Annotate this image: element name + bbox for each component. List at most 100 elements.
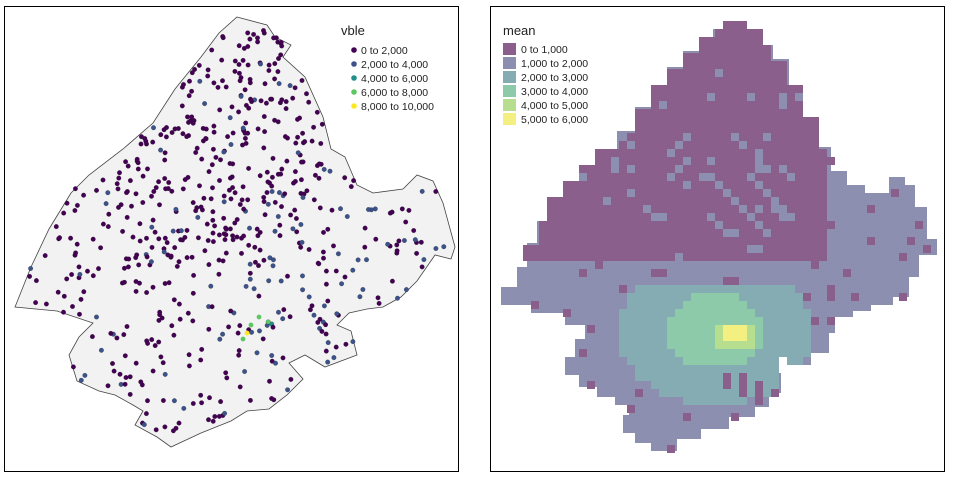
legend-label: 2,000 to 4,000 [361,59,428,71]
raster-cell [771,149,779,157]
raster-cell [795,197,803,205]
data-point [198,357,204,363]
raster-cell [779,189,787,197]
raster-cell [747,157,755,165]
data-point [158,147,164,153]
raster-cell [795,149,803,157]
data-point [242,369,248,374]
raster-cell [675,229,683,237]
raster-cell [867,237,875,245]
raster-cell [779,301,787,309]
raster-cell [795,117,803,125]
raster-cell [755,61,763,69]
data-point [399,206,405,212]
data-point [256,314,262,320]
raster-cell [627,341,635,349]
raster-cell [763,61,771,69]
raster-cell [691,301,699,309]
raster-cell [659,181,667,189]
raster-cell [739,69,747,77]
data-point [299,177,304,183]
raster-cell [531,253,539,261]
raster-cell [643,349,651,357]
raster-cell [811,173,819,181]
raster-cell [739,165,747,173]
raster-cell [699,213,707,221]
raster-cell [667,93,675,101]
data-point [74,202,80,208]
data-point [162,235,168,241]
raster-cell [611,213,619,221]
legend-label: 4,000 to 6,000 [361,73,428,85]
raster-cell [707,197,715,205]
raster-cell [707,133,715,141]
data-point [309,138,315,144]
data-point [185,114,190,120]
data-point [268,96,274,102]
raster-cell [683,109,691,117]
data-point [211,80,217,86]
data-point [264,100,269,106]
data-point [162,176,168,181]
data-point [210,230,216,236]
data-point [239,235,244,241]
raster-cell [731,413,739,421]
data-point [33,300,39,306]
data-point [245,130,251,136]
raster-cell [683,365,691,373]
data-point [68,235,73,241]
data-point [169,323,175,329]
raster-cell [627,245,635,253]
raster-cell [667,141,675,149]
data-point [208,196,214,202]
data-point [207,395,212,401]
data-point [262,129,268,134]
raster-cell [595,149,603,157]
raster-cell [787,117,795,125]
raster-cell [771,389,779,397]
raster-cell [787,293,795,301]
raster-cell [731,309,739,317]
data-point [291,180,296,186]
raster-cell [691,181,699,189]
raster-cell [675,117,683,125]
data-point [272,76,278,82]
raster-cell [779,77,787,85]
raster-cell [715,93,723,101]
raster-cell [779,69,787,77]
raster-cell [651,245,659,253]
raster-cell [643,325,651,333]
raster-cell [787,221,795,229]
data-point [85,268,90,274]
legend-label: 1,000 to 2,000 [521,58,588,70]
data-point [134,156,140,162]
data-point [206,169,212,175]
data-point [217,336,223,342]
data-point [197,183,202,189]
data-point [245,30,251,36]
data-point [100,177,106,183]
raster-cell [787,309,795,317]
raster-cell [659,205,667,213]
raster-cell [747,61,755,69]
raster-cell [731,101,739,109]
data-point [199,156,205,162]
data-points [27,28,447,434]
data-point [254,350,260,356]
data-point [277,222,283,228]
data-point [123,375,129,380]
raster-cell [691,373,699,381]
raster-cell [659,149,667,157]
raster-cell [691,229,699,237]
data-point [115,186,121,192]
raster-cell [707,333,715,341]
raster-cell [659,373,667,381]
raster-cell [707,349,715,357]
data-point [162,281,168,286]
raster-cell [651,229,659,237]
raster-cell [747,181,755,189]
data-point [276,56,281,61]
data-point [64,276,70,282]
raster-cell [771,117,779,125]
